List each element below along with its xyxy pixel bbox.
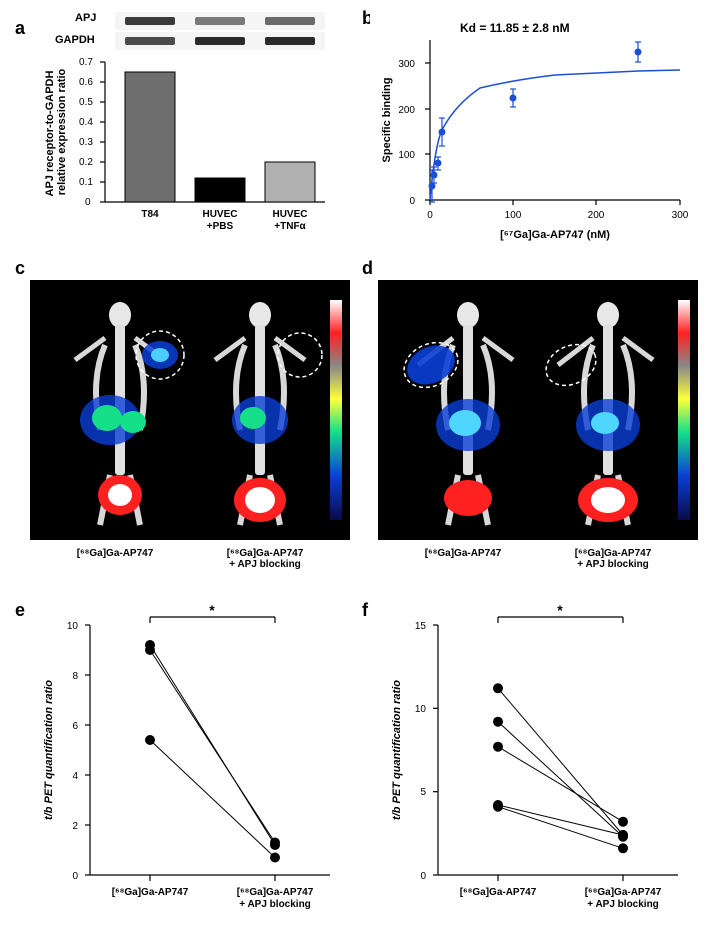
panel-c-left-label: [⁶⁸Ga]Ga-AP747 [50, 548, 180, 559]
svg-text:0.6: 0.6 [79, 77, 93, 88]
colorbar-c [330, 300, 342, 520]
panel-d-left-label: [⁶⁸Ga]Ga-AP747 [398, 548, 528, 559]
panel-f-pairs [493, 683, 628, 853]
kd-text: Kd = 11.85 ± 2.8 nM [460, 21, 570, 35]
svg-text:10: 10 [67, 621, 79, 632]
panel-d-image [378, 280, 698, 540]
panel-a-barchart: 0 0.1 0.2 0.3 0.4 0.5 0.6 0.7 T84 HUVEC … [35, 52, 335, 247]
western-gapdh-label: GAPDH [55, 34, 95, 46]
svg-text:HUVEC: HUVEC [202, 209, 237, 220]
svg-text:300: 300 [672, 210, 689, 221]
panel-label-d: d [362, 258, 373, 279]
svg-text:10: 10 [415, 704, 427, 715]
western-apj-strip [115, 12, 325, 30]
panel-e: 0 2 4 6 8 10 [⁶⁸Ga]Ga-AP747 [⁶⁸Ga]Ga-AP7… [30, 605, 350, 930]
svg-text:t/b PET quantification ratio: t/b PET quantification ratio [43, 680, 55, 820]
svg-text:+PBS: +PBS [207, 221, 234, 232]
svg-text:+ APJ blocking: + APJ blocking [587, 899, 659, 910]
svg-text:0: 0 [72, 871, 78, 882]
panel-label-c: c [15, 258, 25, 279]
panel-f-chart: 0 5 10 15 [⁶⁸Ga]Ga-AP747 [⁶⁸Ga]Ga-AP747 … [378, 605, 698, 930]
panel-label-f: f [362, 600, 368, 621]
panel-b-chart: Kd = 11.85 ± 2.8 nM 0 100 200 300 0 100 … [370, 10, 700, 245]
panel-d-right-label: [⁶⁸Ga]Ga-AP747 + APJ blocking [543, 548, 683, 570]
svg-text:HUVEC: HUVEC [272, 209, 307, 220]
svg-text:T84: T84 [141, 209, 159, 220]
panel-c-right-label: [⁶⁸Ga]Ga-AP747 + APJ blocking [195, 548, 335, 570]
panel-e-pairs [145, 640, 280, 863]
svg-text:4: 4 [72, 771, 78, 782]
svg-text:0.4: 0.4 [79, 117, 93, 128]
svg-text:200: 200 [398, 105, 415, 116]
panel-d-svg [378, 280, 698, 540]
svg-text:+TNFα: +TNFα [274, 221, 306, 232]
svg-text:APJ receptor-to-GAPDH re: APJ receptor-to-GAPDH relative expressio… [44, 68, 68, 197]
svg-text:0: 0 [420, 871, 426, 882]
svg-text:2: 2 [72, 821, 78, 832]
svg-text:t/b PET quantification ratio: t/b PET quantification ratio [391, 680, 403, 820]
western-gapdh-strip [115, 32, 325, 50]
svg-text:0.2: 0.2 [79, 157, 93, 168]
svg-text:0: 0 [427, 210, 433, 221]
panel-f: 0 5 10 15 [⁶⁸Ga]Ga-AP747 [⁶⁸Ga]Ga-AP747 … [378, 605, 698, 930]
svg-text:0: 0 [85, 197, 91, 208]
svg-text:8: 8 [72, 671, 78, 682]
svg-text:6: 6 [72, 721, 78, 732]
panel-a: APJ GAPDH 0 0.1 0.2 0.3 0.4 0.5 0.6 0.7 … [35, 12, 335, 247]
binding-points [429, 42, 641, 202]
panel-c-image [30, 280, 350, 540]
svg-text:5: 5 [420, 787, 426, 798]
svg-text:300: 300 [398, 59, 415, 70]
bar-huvec-tnf [265, 162, 315, 202]
panel-label-a: a [15, 18, 25, 39]
svg-text:+ APJ blocking: + APJ blocking [239, 899, 311, 910]
colorbar-d [678, 300, 690, 520]
svg-text:0.1: 0.1 [79, 177, 93, 188]
panel-b: Kd = 11.85 ± 2.8 nM 0 100 200 300 0 100 … [370, 10, 700, 245]
svg-text:0: 0 [409, 196, 415, 207]
svg-text:*: * [209, 605, 215, 618]
panel-c-svg [30, 280, 350, 540]
svg-text:0.5: 0.5 [79, 97, 93, 108]
panel-label-e: e [15, 600, 25, 621]
western-apj-label: APJ [75, 12, 96, 24]
svg-text:100: 100 [505, 210, 522, 221]
svg-text:15: 15 [415, 621, 427, 632]
svg-text:[⁶⁸Ga]Ga-AP747: [⁶⁸Ga]Ga-AP747 [237, 887, 314, 898]
svg-text:Specific binding: Specific binding [381, 78, 393, 163]
svg-text:0.3: 0.3 [79, 137, 93, 148]
svg-text:[⁶⁷Ga]Ga-AP747 (nM): [⁶⁷Ga]Ga-AP747 (nM) [500, 229, 610, 241]
panel-a-yticks: 0 0.1 0.2 0.3 0.4 0.5 0.6 0.7 [79, 57, 105, 208]
svg-text:[⁶⁸Ga]Ga-AP747: [⁶⁸Ga]Ga-AP747 [585, 887, 662, 898]
svg-text:200: 200 [588, 210, 605, 221]
svg-text:0.7: 0.7 [79, 57, 93, 68]
svg-text:[⁶⁸Ga]Ga-AP747: [⁶⁸Ga]Ga-AP747 [460, 887, 537, 898]
binding-curve [430, 70, 680, 200]
svg-text:*: * [557, 605, 563, 618]
panel-e-chart: 0 2 4 6 8 10 [⁶⁸Ga]Ga-AP747 [⁶⁸Ga]Ga-AP7… [30, 605, 350, 930]
bar-t84 [125, 72, 175, 202]
bar-huvec-pbs [195, 178, 245, 202]
svg-text:100: 100 [398, 150, 415, 161]
svg-text:[⁶⁸Ga]Ga-AP747: [⁶⁸Ga]Ga-AP747 [112, 887, 189, 898]
